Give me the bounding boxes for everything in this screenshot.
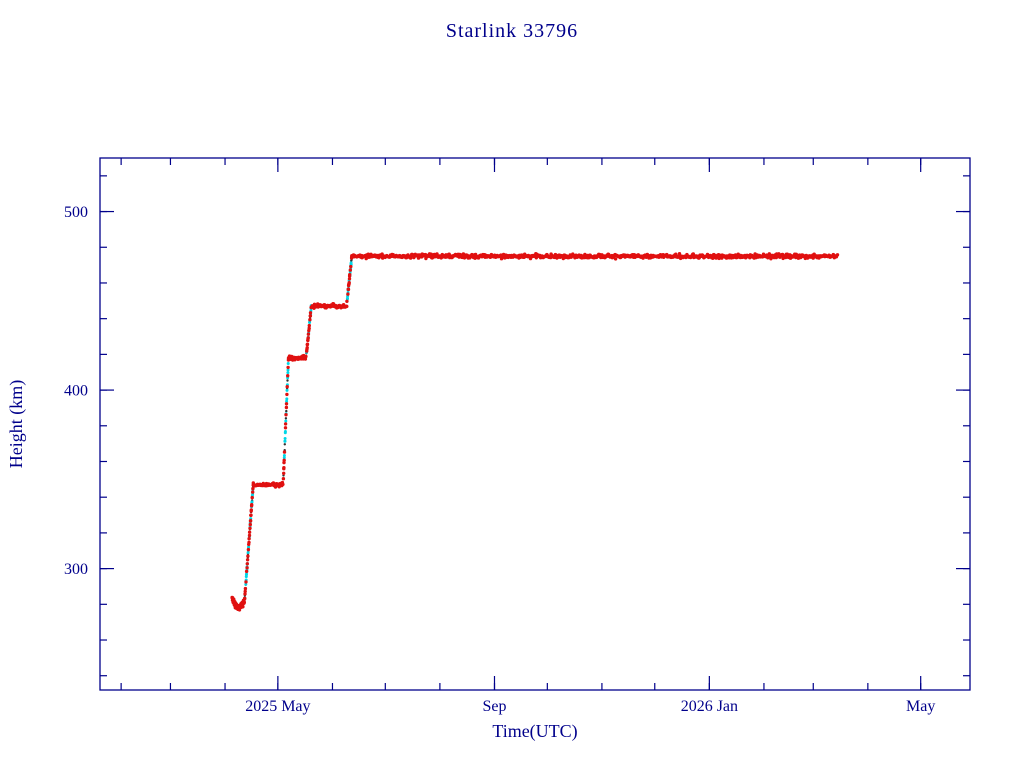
x-tick-label: 2026 Jan <box>681 698 738 715</box>
y-tick-label: 500 <box>64 204 88 221</box>
x-tick-label: Sep <box>482 698 506 715</box>
axis-ticks <box>100 158 970 690</box>
y-axis-label: Height (km) <box>6 380 27 468</box>
y-tick-label: 400 <box>64 383 88 400</box>
x-tick-label: 2025 May <box>245 698 310 715</box>
x-tick-label: May <box>906 698 935 715</box>
y-tick-label: 300 <box>64 561 88 578</box>
data-points <box>230 252 840 612</box>
plot-frame <box>99 157 971 691</box>
tick-labels: 2025 May Sep 2026 Jan May 300 400 500 <box>64 204 935 715</box>
chart-title: Starlink 33796 <box>446 20 578 42</box>
x-axis-label: Time(UTC) <box>492 721 577 742</box>
